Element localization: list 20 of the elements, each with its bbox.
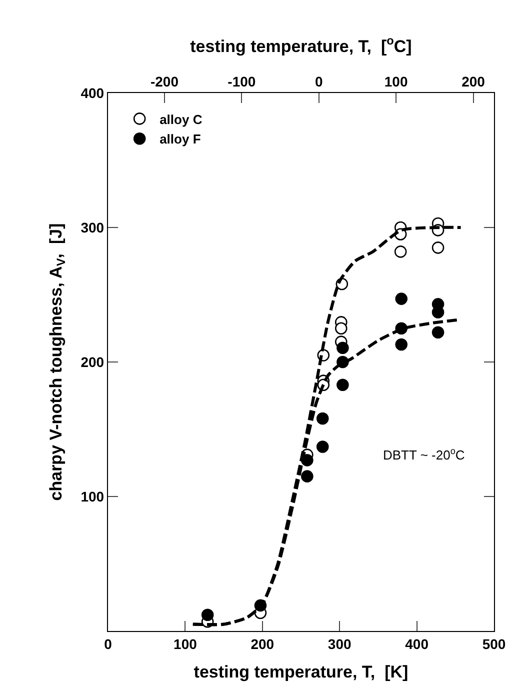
x-tick-label: 400 bbox=[405, 636, 429, 652]
x2-tick-label: 0 bbox=[314, 73, 323, 90]
x2-tick-label: -200 bbox=[150, 73, 179, 90]
legend-label: alloy C bbox=[160, 112, 203, 127]
x2-axis-title: testing temperature, T, [$^{o}$C] bbox=[190, 34, 412, 56]
x-axis-title: testing temperature, T, [K] bbox=[194, 662, 408, 682]
x-tick-label: 200 bbox=[250, 636, 274, 652]
x2-tick-label: -100 bbox=[228, 73, 256, 90]
x-tick-label: 100 bbox=[174, 636, 198, 652]
y-tick-label: 100 bbox=[80, 488, 104, 504]
x-tick-label: 500 bbox=[482, 636, 506, 652]
x-tick-label: 300 bbox=[328, 636, 352, 652]
x2-tick-label: 200 bbox=[462, 73, 486, 90]
y-tick-label: 200 bbox=[80, 354, 104, 370]
x2-tick-label: 100 bbox=[384, 73, 408, 90]
legend-label: alloy F bbox=[160, 132, 201, 147]
y-tick-label: 300 bbox=[80, 219, 104, 236]
annotation: DBTT ~ -20$^{o}$C bbox=[383, 446, 465, 462]
y-tick-label: 400 bbox=[80, 84, 104, 101]
x-tick-label: 0 bbox=[104, 636, 112, 652]
